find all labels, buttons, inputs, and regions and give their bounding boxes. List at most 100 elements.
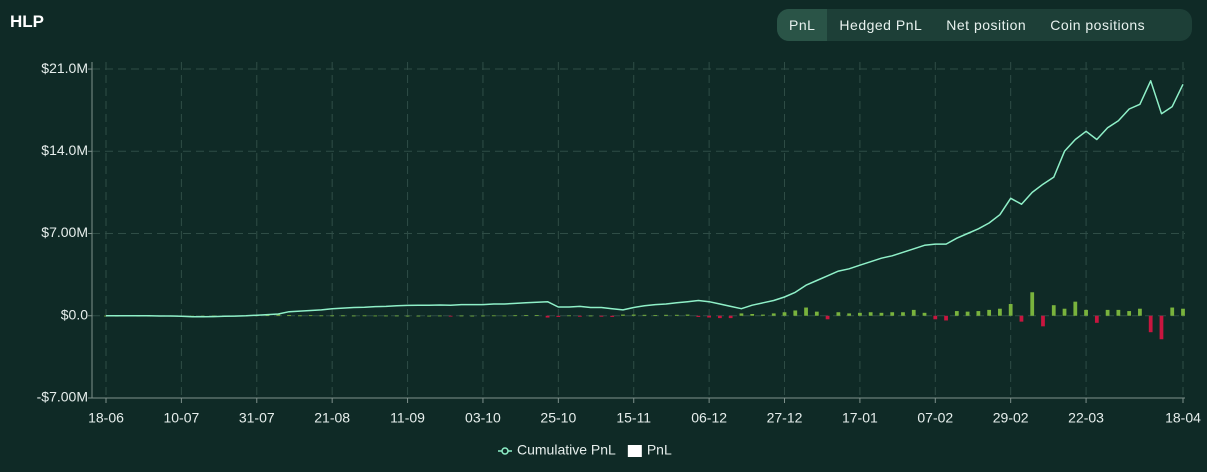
- bar: [858, 312, 862, 316]
- bar: [1062, 308, 1067, 316]
- bar: [793, 310, 798, 316]
- bar: [998, 308, 1002, 316]
- bar: [459, 315, 464, 317]
- x-tick-label: 22-03: [1068, 410, 1104, 426]
- x-tick-label: 29-02: [993, 410, 1029, 426]
- x-tick-label: 10-07: [163, 410, 199, 426]
- bar: [718, 315, 722, 319]
- bar: [1138, 308, 1142, 316]
- x-tick-label: 03-10: [465, 410, 501, 426]
- bar: [868, 312, 873, 316]
- bar: [610, 315, 615, 317]
- bar: [491, 315, 496, 317]
- bar: [481, 315, 485, 317]
- bar: [771, 313, 776, 316]
- x-tick-label: 17-01: [842, 410, 878, 426]
- bar: [330, 315, 335, 317]
- bar: [1127, 311, 1132, 316]
- tab[interactable]: PnL: [777, 9, 828, 41]
- line: [106, 80, 1184, 318]
- bar: [545, 315, 550, 318]
- x-tick-label: 15-11: [616, 410, 651, 426]
- bar: [836, 312, 841, 316]
- bar: [814, 311, 819, 316]
- bar: [416, 315, 421, 317]
- bar: [276, 314, 281, 316]
- bar: [1159, 315, 1164, 340]
- bar: [933, 315, 938, 320]
- bar: [911, 309, 916, 316]
- bar: [890, 312, 895, 316]
- bar: [879, 312, 884, 316]
- page-title: HLP: [10, 12, 44, 31]
- y-tick-label: $7.00M: [41, 224, 88, 240]
- x-tick-label: 27-12: [767, 410, 803, 426]
- bar: [1094, 315, 1099, 323]
- bar: [1008, 304, 1013, 316]
- bar: [1073, 301, 1078, 316]
- bar: [405, 315, 410, 317]
- y-tick-label: $21.0M: [41, 60, 88, 76]
- tab[interactable]: Hedged PnL: [839, 17, 923, 33]
- bar: [664, 314, 668, 316]
- bar: [502, 315, 507, 317]
- bar: [373, 315, 378, 317]
- bar: [653, 315, 658, 316]
- tab[interactable]: Coin positions: [1050, 17, 1146, 33]
- x-tick-label: 18-06: [88, 410, 124, 426]
- bar: [567, 315, 571, 317]
- bar: [901, 312, 905, 316]
- legend-label: PnL: [647, 442, 672, 458]
- bar: [728, 315, 733, 319]
- legend-marker: [501, 447, 509, 455]
- bar: [1030, 292, 1035, 316]
- bar: [1105, 309, 1110, 316]
- x-tick-label: 06-12: [691, 410, 727, 426]
- tab-bar: PnL Hedged PnL Net position Coin positions: [777, 9, 1192, 41]
- bar: [1116, 309, 1121, 316]
- bar: [1170, 307, 1175, 316]
- bar: [362, 315, 367, 317]
- bar: [965, 311, 970, 316]
- bar: [588, 315, 593, 317]
- bar: [1051, 305, 1056, 316]
- bar: [384, 315, 388, 317]
- bar: [577, 315, 582, 317]
- bar: [1148, 315, 1153, 333]
- bar: [825, 315, 830, 320]
- bar: [685, 314, 690, 316]
- bar: [976, 311, 981, 316]
- bar: [534, 315, 539, 316]
- y-tick-label: $14.0M: [41, 142, 88, 158]
- tab[interactable]: Net position: [946, 17, 1027, 33]
- y-tick-label: $0.0: [61, 306, 88, 322]
- bar: [631, 314, 636, 316]
- bar: [470, 315, 475, 317]
- bar: [319, 315, 324, 317]
- bar: [696, 315, 701, 317]
- bar: [944, 315, 948, 321]
- bar: [437, 315, 442, 317]
- bar: [351, 315, 356, 317]
- bar: [265, 315, 270, 316]
- x-tick-label: 07-02: [917, 410, 953, 426]
- x-tick-label: 31-07: [239, 410, 275, 426]
- bar: [1019, 315, 1024, 322]
- bar: [1041, 315, 1045, 327]
- bar: [308, 315, 313, 317]
- bar: [750, 314, 755, 316]
- x-tick-label: 11-09: [390, 410, 425, 426]
- bar: [954, 311, 959, 316]
- bar: [621, 314, 625, 316]
- bar: [987, 309, 992, 316]
- bar: [847, 313, 852, 316]
- bar: [1181, 308, 1185, 316]
- bar: [427, 315, 431, 317]
- x-tick-label: 21-08: [314, 410, 350, 426]
- bar: [782, 312, 787, 316]
- y-tick-label: -$7.00M: [37, 389, 88, 405]
- bar: [922, 312, 927, 316]
- bar: [287, 315, 291, 316]
